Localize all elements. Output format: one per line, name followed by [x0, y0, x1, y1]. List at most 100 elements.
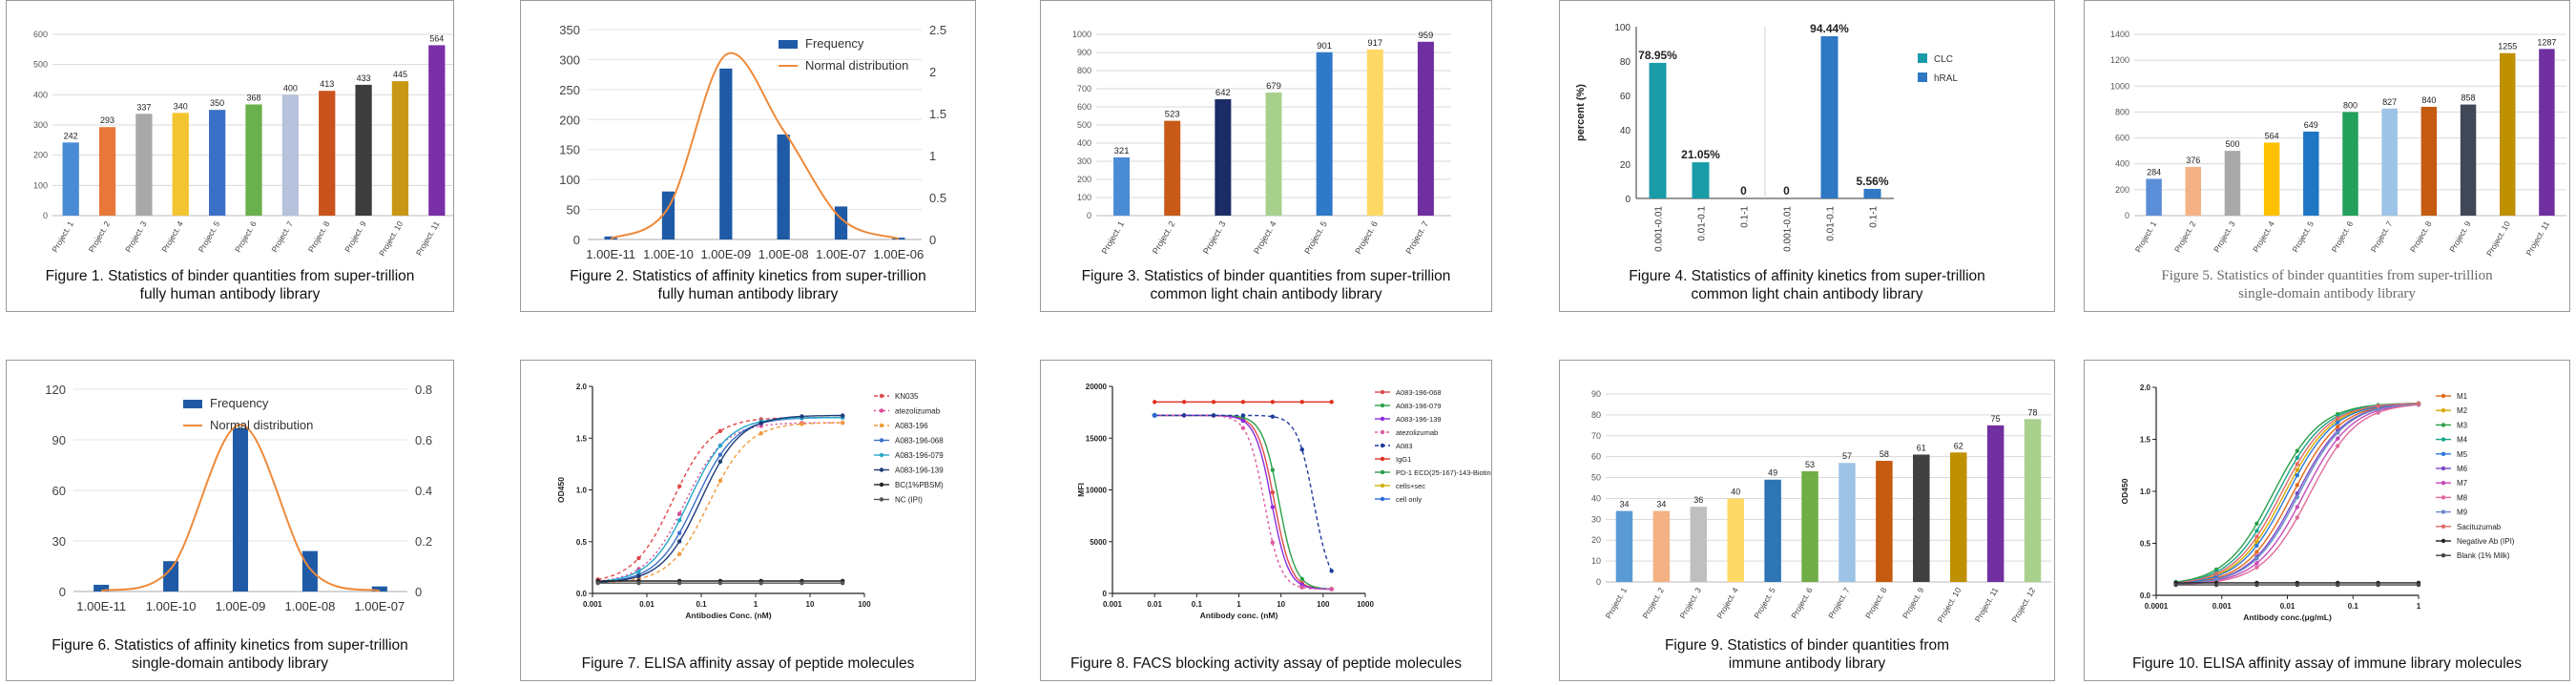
fig3-ytick-label: 600	[1077, 102, 1091, 112]
fig8-data-point	[1182, 400, 1186, 404]
fig3-bar	[1215, 99, 1231, 216]
fig10-data-point	[2417, 583, 2420, 587]
fig1-bar	[392, 81, 408, 216]
fig5-bar	[2500, 53, 2515, 216]
fig3-data-label: 679	[1266, 81, 1281, 92]
figure-6-caption: Figure 6. Statistics of affinity kinetic…	[14, 636, 446, 673]
fig4-legend-label: hRAL	[1934, 73, 1958, 84]
fig9-category-label: Project. 6	[1789, 586, 1815, 620]
fig9-data-label: 78	[2028, 407, 2038, 417]
fig9-bar	[1801, 471, 1818, 582]
fig8-legend-marker	[1381, 484, 1384, 488]
fig7-legend-marker	[880, 497, 883, 501]
fig9-ytick-label: 10	[1591, 556, 1601, 566]
fig7-legend-label: KN035	[895, 392, 919, 401]
fig2-legend-label-normal: Normal distribution	[805, 58, 908, 73]
fig1-bar	[209, 110, 225, 216]
fig7-legend-label: NC (IPI)	[895, 496, 923, 505]
fig2-ytick-label: 250	[559, 83, 580, 97]
fig5-ytick-label: 200	[2115, 185, 2129, 195]
fig6-bar	[233, 428, 248, 592]
fig7-legend-label: A083-196-068	[895, 437, 944, 446]
fig10-data-point	[2296, 456, 2299, 460]
fig4-bar	[1693, 162, 1710, 198]
figure-7-chart: 0.00.51.01.52.00.001 0.01 0.1 1 10 100Antibod…	[521, 361, 976, 681]
fig8-xtick-label: 100	[1317, 600, 1330, 609]
fig6-legend-label-frequency: Frequency	[210, 396, 269, 410]
fig10-data-point	[2214, 571, 2218, 575]
figure-4-caption-line-2: common light chain antibody library	[1568, 285, 2046, 303]
fig7-data-point	[596, 581, 600, 585]
fig5-category-label: Project. 11	[2524, 219, 2551, 258]
fig1-data-label: 350	[210, 98, 224, 108]
fig7-legend-marker	[880, 424, 883, 427]
fig8-ylabel: MFI	[1076, 483, 1086, 497]
fig3-data-label: 523	[1165, 110, 1180, 120]
fig9-ytick-label: 90	[1591, 389, 1601, 399]
fig1-data-label: 242	[64, 131, 78, 140]
fig1-category-label: Project. 11	[414, 219, 442, 258]
fig5-data-label: 564	[2265, 131, 2279, 140]
fig7-data-point	[636, 570, 640, 573]
fig9-ytick-label: 80	[1591, 410, 1601, 420]
fig5-ytick-label: 1000	[2110, 81, 2129, 91]
fig8-data-point	[1271, 414, 1275, 418]
fig7-ytick-label: 2.0	[576, 383, 588, 391]
fig9-category-label: Project. 4	[1714, 586, 1740, 620]
fig8-legend-marker	[1381, 457, 1384, 461]
fig5-bar	[2342, 112, 2358, 216]
fig8-series-line	[1154, 415, 1332, 589]
fig5-category-label: Project. 4	[2251, 219, 2276, 254]
fig10-legend-label: M7	[2457, 479, 2468, 488]
fig9-bar	[1764, 480, 1781, 582]
fig7-legend-marker	[880, 467, 883, 471]
fig5-category-label: Project. 1	[2133, 219, 2159, 254]
fig8-ytick-label: 15000	[1086, 434, 1108, 443]
fig9-category-label: Project. 5	[1752, 586, 1777, 620]
figure-4-caption: Figure 4. Statistics of affinity kinetic…	[1568, 267, 2046, 303]
figure-6-chart: 0 30 60 90 120 0 0.2 0.4 0.6 0.8 1.00E-11 1.00E-10 1…	[7, 361, 454, 681]
fig7-ytick-label: 1.5	[576, 434, 588, 443]
fig7-xtick-label: 0.1	[696, 600, 707, 609]
fig7-series-line	[598, 418, 843, 580]
fig8-data-point	[1241, 400, 1245, 404]
fig5-ytick-label: 600	[2115, 134, 2129, 143]
fig7-xtick-label: 1	[754, 600, 758, 609]
fig1-data-label: 368	[246, 93, 260, 102]
fig1-data-label: 337	[136, 102, 151, 112]
fig1-data-label: 433	[357, 73, 371, 83]
figure-7-caption: Figure 7. ELISA affinity assay of peptid…	[529, 654, 967, 673]
fig1-data-label: 293	[100, 115, 114, 125]
fig2-bar	[778, 135, 790, 239]
fig8-xlabel: Antibody conc. (nM)	[1200, 611, 1278, 620]
fig1-bar	[99, 127, 115, 216]
fig5-bar	[2461, 105, 2476, 216]
fig6-ytick-label: 0	[59, 585, 66, 599]
fig9-ytick-label: 0	[1596, 577, 1601, 587]
fig10-data-point	[2336, 436, 2339, 440]
fig8-data-point	[1271, 490, 1275, 494]
fig10-xtick-label: 1	[2417, 602, 2421, 611]
fig8-legend-label: A083	[1396, 442, 1413, 450]
fig10-legend-label: M6	[2457, 465, 2468, 473]
fig7-xtick-label: 100	[858, 600, 871, 609]
fig5-ytick-label: 0	[2125, 211, 2129, 220]
fig10-ylabel: OD450	[2120, 478, 2129, 504]
fig9-data-label: 36	[1693, 495, 1703, 505]
fig8-series-line	[1154, 415, 1332, 589]
fig10-data-point	[2254, 534, 2258, 538]
fig7-data-point	[718, 429, 722, 433]
fig10-data-point	[2254, 550, 2258, 553]
fig1-data-label: 400	[283, 83, 298, 93]
figure-1-caption-line-1: Figure 1. Statistics of binder quantitie…	[14, 267, 446, 285]
fig4-category-label: 0.001-0.01	[1654, 206, 1665, 252]
fig3-category-label: Project. 4	[1252, 219, 1278, 256]
fig7-series-line	[598, 418, 843, 582]
fig4-ytick-label: 0	[1625, 195, 1631, 205]
fig9-data-label: 34	[1656, 500, 1666, 509]
fig4-category-label: 0.01-0.1	[1826, 206, 1837, 241]
fig10-data-point	[2336, 416, 2339, 420]
fig1-bar	[319, 91, 335, 216]
fig7-xlabel: Antibodies Conc. (nM)	[685, 611, 771, 620]
fig4-category-label: 0.1-1	[1740, 206, 1751, 228]
